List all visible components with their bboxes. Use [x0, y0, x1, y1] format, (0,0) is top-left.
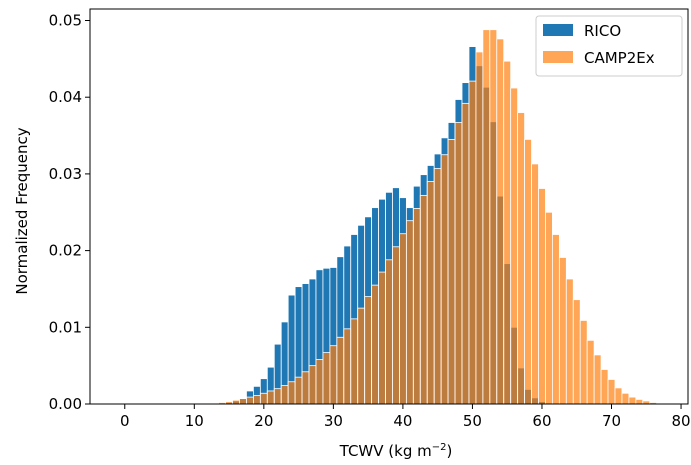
camp2ex-bar — [496, 38, 505, 405]
x-tick-label: 30 — [324, 412, 343, 430]
camp2ex-bar — [635, 398, 644, 405]
camp2ex-bar — [336, 336, 345, 405]
camp2ex-bar — [232, 399, 240, 405]
camp2ex-bar — [308, 365, 317, 405]
camp2ex-bar — [475, 51, 484, 405]
x-tick-label: 80 — [671, 412, 690, 430]
camp2ex-bar — [322, 352, 331, 405]
y-tick-label: 0.05 — [49, 12, 82, 30]
y-tick-label: 0.02 — [49, 242, 82, 260]
camp2ex-bar — [447, 138, 456, 405]
legend: RICO CAMP2Ex — [535, 15, 683, 77]
camp2ex-bar — [433, 168, 442, 405]
camp2ex-bar — [280, 385, 289, 405]
x-tick-label: 10 — [185, 412, 204, 430]
camp2ex-bar — [364, 296, 373, 405]
camp2ex-bar — [510, 87, 519, 405]
camp2ex-bar — [246, 396, 254, 405]
x-axis: 0 10 20 30 40 50 60 70 80 — [120, 404, 691, 430]
camp2ex-bar — [572, 299, 581, 405]
camp2ex-bar — [412, 208, 421, 405]
camp2ex-bar — [628, 396, 637, 405]
camp2ex-bar — [315, 359, 324, 405]
plot-frame — [89, 8, 689, 405]
camp2ex-bar — [538, 188, 546, 405]
camp2ex-bar — [600, 369, 609, 405]
camp2ex-bar — [607, 379, 616, 405]
y-tick-label: 0.00 — [49, 395, 82, 413]
legend-label-rico: RICO — [584, 22, 621, 40]
camp2ex-bar — [482, 29, 491, 405]
y-tick-label: 0.01 — [49, 318, 82, 336]
camp2ex-bar — [357, 307, 366, 405]
camp2ex-bar — [454, 122, 463, 405]
camp2ex-bar — [266, 390, 275, 405]
camp2ex-bar — [287, 381, 296, 405]
camp2ex-bar — [392, 246, 400, 405]
camp2ex-bar — [301, 371, 310, 405]
camp2ex-series — [204, 29, 672, 405]
camp2ex-bar — [343, 328, 352, 405]
camp2ex-bar — [378, 271, 386, 405]
camp2ex-bar — [565, 278, 574, 405]
camp2ex-bar — [253, 395, 261, 405]
camp2ex-bar — [517, 112, 525, 405]
camp2ex-bar — [440, 154, 449, 405]
camp2ex-bar — [593, 354, 602, 405]
y-tick-label: 0.04 — [49, 88, 82, 106]
camp2ex-bar — [405, 220, 414, 405]
camp2ex-bar — [531, 163, 539, 405]
legend-swatch-rico — [543, 24, 573, 36]
camp2ex-bar — [399, 233, 407, 405]
camp2ex-bar — [294, 376, 303, 405]
legend-label-camp2ex: CAMP2Ex — [584, 49, 655, 67]
camp2ex-bar — [461, 102, 470, 405]
camp2ex-bar — [614, 387, 623, 405]
camp2ex-bar — [468, 80, 477, 405]
camp2ex-bar — [545, 211, 553, 405]
camp2ex-bar — [503, 60, 512, 405]
legend-swatch-camp2ex — [543, 51, 573, 63]
camp2ex-bar — [426, 181, 435, 405]
x-tick-label: 70 — [602, 412, 621, 430]
y-axis-label: Normalized Frequency — [13, 127, 31, 294]
y-axis: 0.00 0.01 0.02 0.03 0.04 0.05 — [49, 12, 90, 413]
camp2ex-bar — [329, 345, 338, 405]
y-tick-label: 0.03 — [49, 165, 82, 183]
camp2ex-bar — [385, 259, 393, 405]
x-tick-label: 40 — [393, 412, 412, 430]
camp2ex-bar — [621, 392, 630, 405]
camp2ex-bar — [552, 234, 560, 405]
x-tick-label: 0 — [120, 412, 130, 430]
camp2ex-bar — [579, 319, 588, 405]
camp2ex-bar — [586, 339, 595, 405]
x-tick-label: 60 — [532, 412, 551, 430]
camp2ex-bar — [259, 392, 268, 405]
camp2ex-bar — [558, 257, 567, 405]
camp2ex-bar — [350, 318, 359, 405]
x-tick-label: 50 — [463, 412, 482, 430]
camp2ex-bar — [489, 29, 498, 405]
camp2ex-bar — [419, 194, 428, 405]
camp2ex-bar — [273, 388, 282, 405]
camp2ex-bar — [371, 284, 379, 405]
camp2ex-bar — [239, 398, 247, 405]
x-tick-label: 20 — [254, 412, 273, 430]
camp2ex-bar — [524, 138, 532, 405]
x-axis-label: TCWV (kg m−2) — [339, 442, 453, 460]
